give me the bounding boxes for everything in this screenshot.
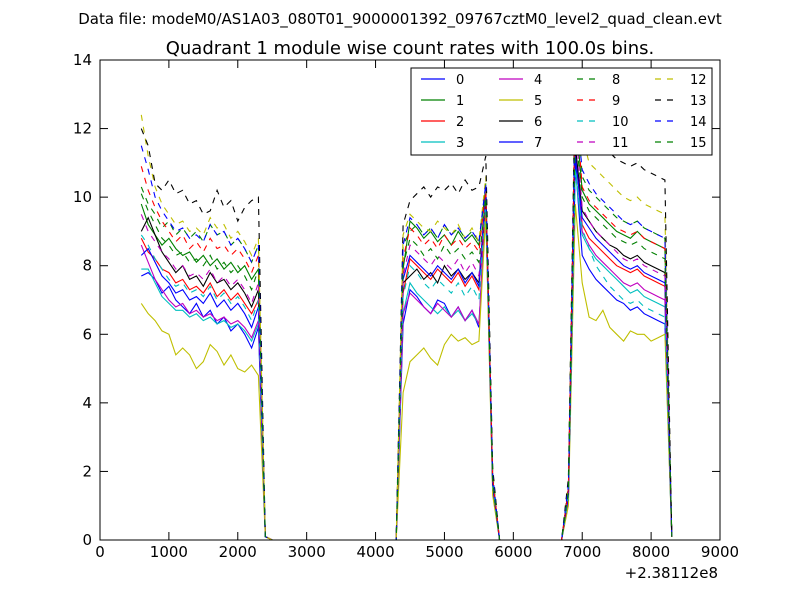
legend-label-9: 9 xyxy=(612,94,620,109)
x-tick-label: 4000 xyxy=(356,543,394,561)
legend-label-13: 13 xyxy=(690,94,707,109)
legend-label-1: 1 xyxy=(456,94,464,109)
series-line-9 xyxy=(140,94,673,540)
series-line-15 xyxy=(140,131,673,540)
legend-label-12: 12 xyxy=(690,73,707,88)
legend-label-3: 3 xyxy=(456,136,464,151)
x-tick-label: 6000 xyxy=(494,543,532,561)
legend-label-5: 5 xyxy=(534,94,542,109)
y-tick-label: 12 xyxy=(73,120,92,138)
y-tick-label: 2 xyxy=(82,462,92,480)
chart-title: Quadrant 1 module wise count rates with … xyxy=(166,38,655,59)
series-line-11 xyxy=(140,121,673,540)
legend-label-15: 15 xyxy=(690,136,707,151)
x-tick-label: 5000 xyxy=(425,543,463,561)
x-tick-label: 0 xyxy=(95,543,105,561)
series-line-8 xyxy=(140,73,673,540)
legend-label-2: 2 xyxy=(456,115,464,130)
series-line-6 xyxy=(140,145,673,540)
x-tick-label: 1000 xyxy=(150,543,188,561)
x-tick-label: 7000 xyxy=(563,543,601,561)
legend-label-0: 0 xyxy=(456,73,464,88)
series-line-5 xyxy=(140,203,673,540)
series-line-3 xyxy=(141,169,673,540)
y-tick-label: 14 xyxy=(73,51,92,69)
y-tick-label: 0 xyxy=(82,531,92,549)
series-group xyxy=(140,73,673,540)
series-line-1 xyxy=(140,111,673,540)
series-line-2 xyxy=(140,152,673,540)
axes-frame xyxy=(99,59,721,541)
x-tick-label: 2000 xyxy=(219,543,257,561)
x-tick-label: 8000 xyxy=(632,543,670,561)
series-line-7 xyxy=(140,155,673,540)
series-line-10 xyxy=(140,169,673,540)
legend-box xyxy=(410,67,713,156)
y-tick-label: 4 xyxy=(82,394,92,412)
legend-label-7: 7 xyxy=(534,136,542,151)
series-line-0 xyxy=(141,162,673,540)
x-tick-label: 3000 xyxy=(288,543,326,561)
suptitle: Data file: modeM0/AS1A03_080T01_90000013… xyxy=(78,10,722,29)
series-line-14 xyxy=(140,101,673,540)
legend-label-8: 8 xyxy=(612,73,620,88)
y-tick-label: 10 xyxy=(73,188,92,206)
series-line-4 xyxy=(140,142,673,540)
legend-label-6: 6 xyxy=(534,115,542,130)
legend-label-11: 11 xyxy=(612,136,629,151)
legend-label-10: 10 xyxy=(612,115,629,130)
y-tick-label: 6 xyxy=(82,325,92,343)
series-line-12 xyxy=(140,87,673,540)
x-tick-label: 9000 xyxy=(701,543,739,561)
x-offset-label: +2.38112e8 xyxy=(625,564,718,582)
legend-label-4: 4 xyxy=(534,73,542,88)
legend-label-14: 14 xyxy=(690,115,707,130)
x-axis: 0 1000 2000 3000 4000 5000 6000 7000 8000 9000 xyxy=(95,60,739,561)
series-line-13 xyxy=(140,80,673,540)
y-tick-label: 8 xyxy=(82,257,92,275)
